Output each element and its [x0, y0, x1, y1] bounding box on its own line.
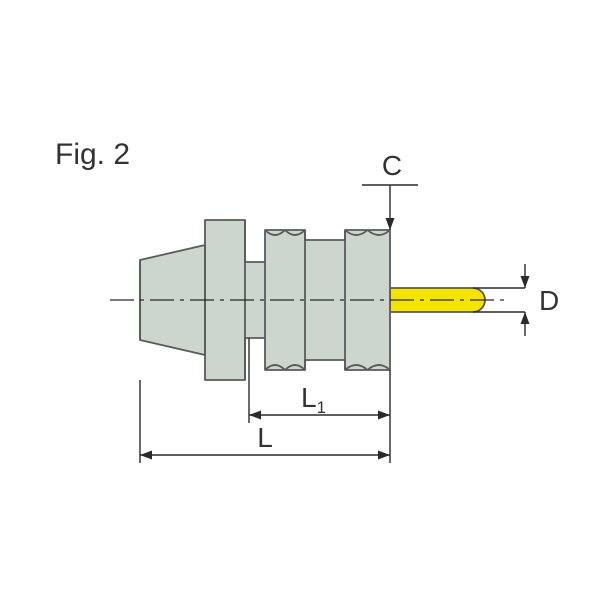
- svg-text:L: L: [257, 422, 273, 453]
- tool-holder-diagram: L L1 C D: [0, 0, 600, 600]
- svg-text:D: D: [539, 285, 559, 316]
- figure-title: Fig. 2: [55, 138, 130, 172]
- svg-text:L1: L1: [301, 382, 326, 417]
- svg-text:C: C: [382, 150, 402, 181]
